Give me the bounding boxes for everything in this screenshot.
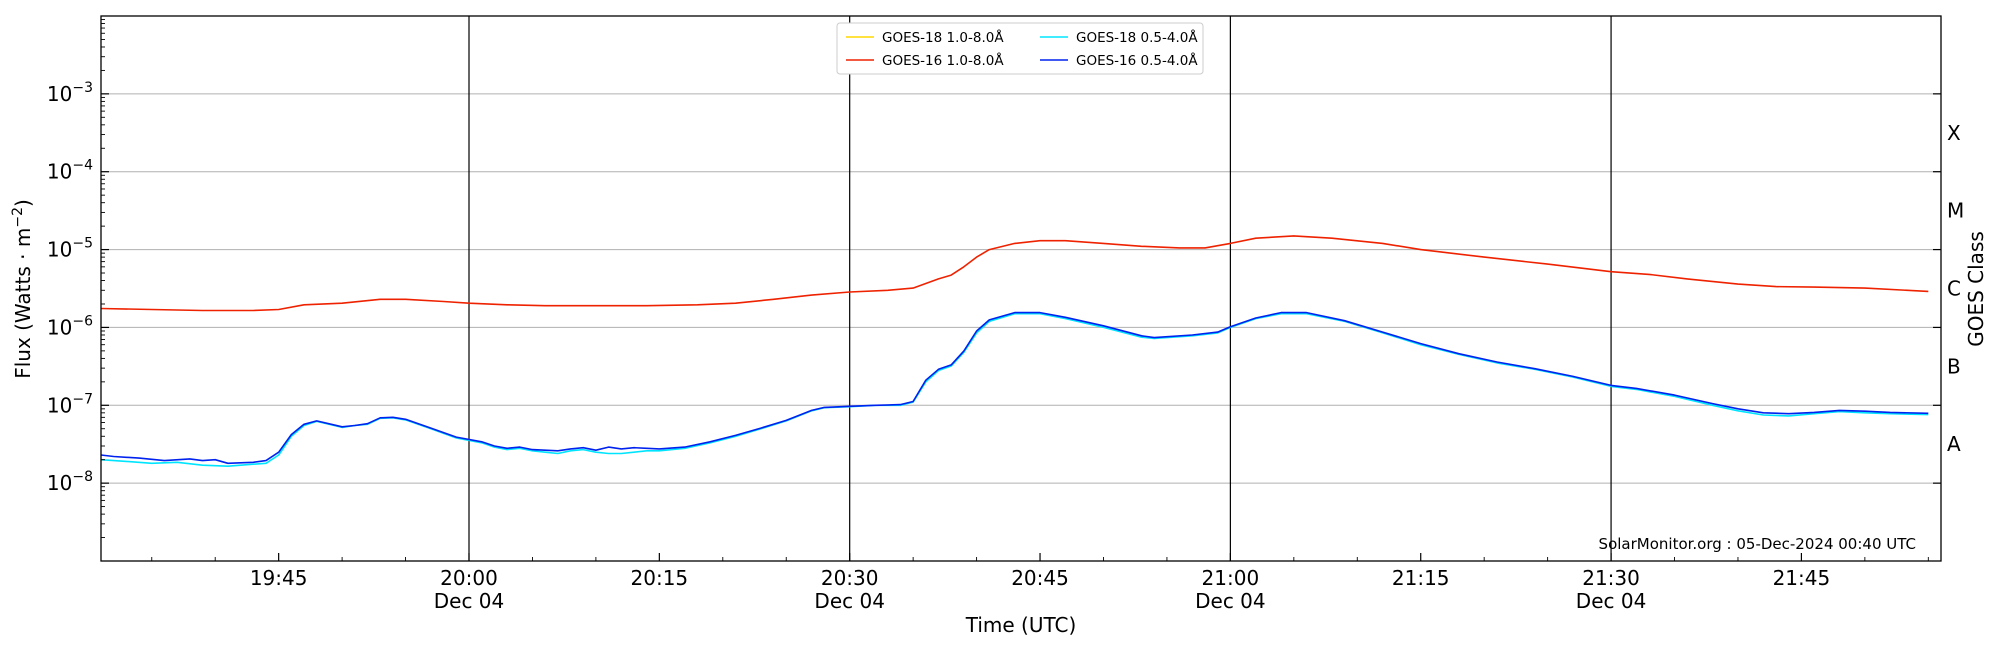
x-tick-label: 20:30 (821, 566, 879, 590)
goes-class-label: X (1947, 121, 1961, 145)
y-axis-title: Flux (Watts · m−2) (10, 199, 35, 379)
vertical-date-lines (468, 16, 1612, 561)
x-tick-label: 19:45 (250, 566, 308, 590)
x-tick-date-label: Dec 04 (1195, 589, 1266, 613)
goes-class-labels: A B C M X (1947, 121, 1964, 456)
x-tick-date-label: Dec 04 (1576, 589, 1647, 613)
x-tick-date-label: Dec 04 (434, 589, 505, 613)
x-tick-date-label: Dec 04 (814, 589, 885, 613)
x-tick-label: 20:45 (1011, 566, 1069, 590)
x-tick-label: 21:00 (1202, 566, 1260, 590)
x-axis-title: Time (UTC) (965, 613, 1077, 637)
x-tick-label: 21:45 (1773, 566, 1831, 590)
x-tick-label: 20:15 (631, 566, 689, 590)
goes-class-label: M (1947, 199, 1964, 223)
series-line (100, 235, 1929, 312)
x-tick-label: 21:30 (1582, 566, 1640, 590)
y2-axis-title: GOES Class (1964, 231, 1988, 347)
series-line (100, 311, 1929, 465)
legend-frame (836, 22, 1204, 75)
y-tick-label: 10−6 (47, 313, 93, 339)
grid-layer (101, 93, 1941, 484)
goes-class-label: A (1947, 432, 1961, 456)
legend: GOES-18 1.0-8.0Å GOES-18 0.5-4.0Å GOES-16 … (836, 22, 1204, 75)
x-tick-label: 21:15 (1392, 566, 1450, 590)
legend-label: GOES-16 0.5-4.0Å (1076, 52, 1198, 69)
y-tick-label: 10−4 (47, 158, 93, 184)
legend-label: GOES-18 0.5-4.0Å (1076, 29, 1198, 46)
y-tick-label: 10−7 (47, 391, 93, 417)
plot-frame (100, 15, 1942, 562)
legend-label: GOES-18 1.0-8.0Å (882, 29, 1004, 46)
y-tick-label: 10−8 (47, 469, 93, 495)
x-tick-label: 20:00 (440, 566, 498, 590)
y-tick-label: 10−3 (47, 80, 93, 106)
goes-class-label: B (1947, 354, 1961, 378)
credit-text: SolarMonitor.org : 05-Dec-2024 00:40 UTC (1599, 535, 1916, 553)
y-tick-label: 10−5 (47, 236, 93, 262)
series-layer (100, 235, 1929, 467)
goes-class-label: C (1947, 277, 1961, 301)
legend-label: GOES-16 1.0-8.0Å (882, 52, 1004, 69)
